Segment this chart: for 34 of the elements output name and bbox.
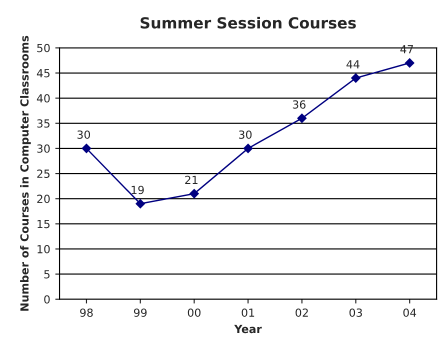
data-label: 21 xyxy=(185,176,198,184)
point xyxy=(405,58,414,68)
y-tick-label: 50 xyxy=(37,44,50,52)
point xyxy=(351,73,360,83)
data-label: 44 xyxy=(346,60,360,68)
x-axis-title: Year xyxy=(234,324,262,334)
x-tick-label: 04 xyxy=(403,308,416,317)
data-label: 36 xyxy=(292,100,306,109)
y-axis-title: Number of Courses in Computer Classrooms xyxy=(20,36,31,311)
point xyxy=(82,144,92,154)
y-tick-label: 30 xyxy=(37,144,50,153)
y-tick-label: 40 xyxy=(36,94,50,103)
point xyxy=(190,189,199,198)
data-label: 30 xyxy=(239,130,252,139)
y-tick-label: 5 xyxy=(44,270,50,278)
x-tick-label: 98 xyxy=(80,308,93,317)
x-tick-label: 00 xyxy=(188,308,201,317)
y-tick-label: 20 xyxy=(37,194,50,204)
y-tick-label: 35 xyxy=(37,119,50,128)
x-tick-label: 02 xyxy=(296,308,308,317)
x-tick-label: 99 xyxy=(134,308,147,317)
y-tick-label: 45 xyxy=(36,69,50,78)
point xyxy=(136,199,145,208)
y-tick-label: 0 xyxy=(44,295,50,304)
x-tick-label: 01 xyxy=(242,308,254,317)
y-tick-label: 15 xyxy=(38,220,50,228)
chart-title: Summer Session Courses xyxy=(140,16,356,29)
x-tick-label: 03 xyxy=(349,308,362,317)
y-tick-label: 10 xyxy=(38,244,50,254)
point xyxy=(297,114,307,123)
data-label: 30 xyxy=(77,130,90,139)
point xyxy=(243,144,253,154)
data-label: 19 xyxy=(132,186,144,194)
y-tick-label: 25 xyxy=(37,170,50,178)
